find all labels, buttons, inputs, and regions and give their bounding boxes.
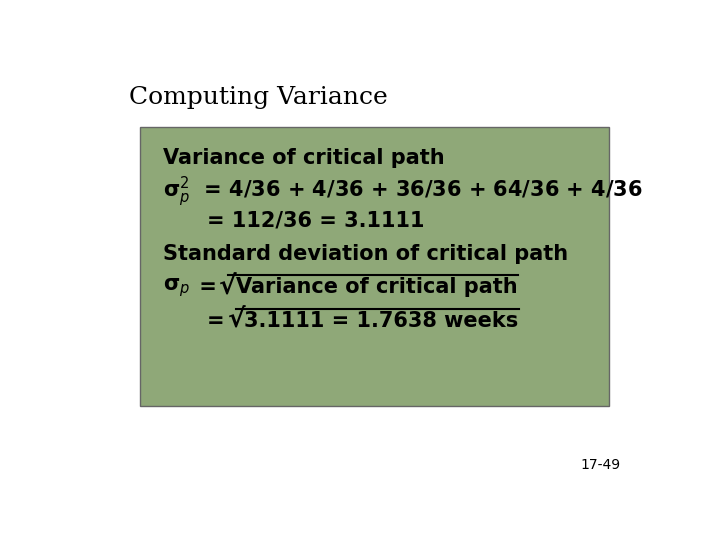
Text: √: √ [218,274,236,300]
Text: Variance of critical path: Variance of critical path [236,277,518,297]
Text: Standard deviation of critical path: Standard deviation of critical path [163,244,567,264]
FancyBboxPatch shape [140,127,609,406]
Text: =: = [192,277,217,297]
Text: $\mathbf{\sigma}_p^2$  = 4/36 + 4/36 + 36/36 + 64/36 + 4/36: $\mathbf{\sigma}_p^2$ = 4/36 + 4/36 + 36… [163,174,642,209]
Text: 3.1111 = 1.7638 weeks: 3.1111 = 1.7638 weeks [244,310,518,330]
Text: √: √ [227,307,244,334]
Text: Computing Variance: Computing Variance [129,85,388,109]
Text: $\mathbf{\sigma}_p$: $\mathbf{\sigma}_p$ [163,276,189,299]
Text: =: = [207,310,225,330]
Text: = 112/36 = 3.1111: = 112/36 = 3.1111 [207,211,425,231]
Text: Variance of critical path: Variance of critical path [163,148,444,168]
Text: 17-49: 17-49 [580,458,620,472]
